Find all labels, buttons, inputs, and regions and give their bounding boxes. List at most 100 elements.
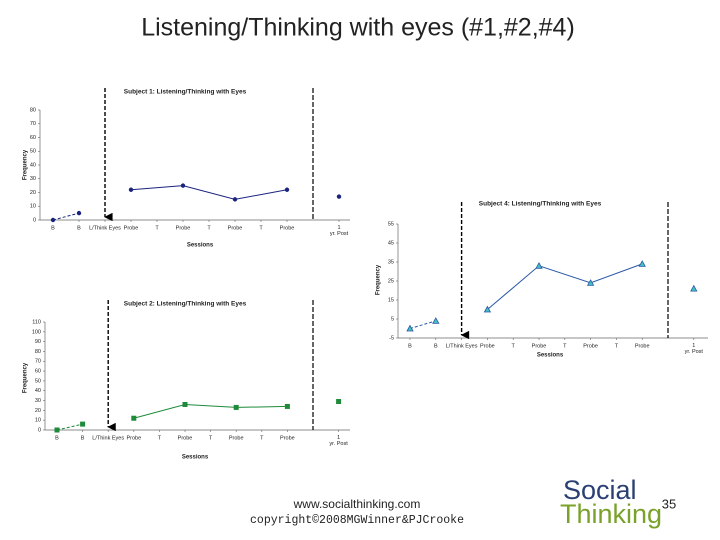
point: [336, 399, 342, 405]
point: [182, 401, 188, 407]
y-tick-label: 0: [38, 427, 41, 433]
y-tick-label: 10: [30, 204, 36, 210]
x-tick-label: B: [55, 435, 59, 441]
point: [690, 284, 698, 292]
page-number: 35: [662, 496, 676, 511]
point: [54, 427, 60, 433]
x-tick-line: yr. Post: [329, 441, 348, 447]
chart-title: Subject 4: Listening/Thinking with Eyes: [479, 201, 602, 208]
logo-top: Social: [563, 475, 637, 505]
point: [638, 260, 646, 267]
y-tick-label: 50: [35, 378, 41, 384]
copyright: copyright©2008MGWinner&PJCrooke: [250, 514, 464, 527]
y-tick-label: 90: [35, 339, 41, 345]
point: [233, 404, 239, 410]
point: [284, 403, 290, 409]
x-tick-label: Probe: [229, 435, 244, 441]
x-tick-label: T: [260, 435, 264, 441]
x-tick-label: B: [77, 225, 81, 231]
x-tick-line: 1: [337, 435, 340, 441]
chart-title: Subject 1: Listening/Thinking with Eyes: [124, 89, 247, 96]
point: [406, 324, 414, 332]
x-tick-label: Probe: [126, 435, 141, 441]
y-tick-label: 100: [32, 329, 41, 335]
point: [432, 317, 440, 324]
x-tick-label: Probe: [280, 225, 295, 231]
x-tick-label: Probe: [280, 435, 295, 441]
x-tick-label: L/Think Eyes: [92, 435, 124, 441]
x-tick-label: B: [408, 343, 412, 349]
x-tick-label: Probe: [228, 225, 243, 231]
logo-bottom: Thinking: [560, 499, 662, 529]
y-tick-label: 45: [388, 240, 394, 246]
point: [586, 279, 595, 286]
x-tick-line: yr. Post: [685, 349, 704, 355]
point: [50, 217, 56, 223]
point: [131, 415, 137, 421]
x-axis-label: Sessions: [182, 455, 209, 461]
series-line: [487, 263, 643, 310]
x-tick-label: T: [615, 343, 619, 349]
y-tick-label: 70: [30, 121, 36, 127]
x-tick-label: Probe: [583, 343, 598, 349]
y-tick-label: 60: [35, 369, 41, 375]
point: [76, 210, 82, 216]
series-line: [130, 185, 288, 200]
point: [128, 187, 134, 192]
x-tick-label: B: [434, 343, 438, 349]
website: www.socialthinking.com: [293, 497, 421, 511]
y-tick-label: 40: [30, 162, 36, 168]
x-tick-label: 1 yr. Post: [685, 343, 704, 355]
x-tick-label: T: [207, 225, 211, 231]
y-tick-label: 20: [35, 408, 41, 414]
y-tick-label: 70: [35, 359, 41, 365]
series-line: [409, 320, 436, 329]
y-tick-label: 60: [30, 135, 36, 141]
y-tick-label: 5: [391, 316, 394, 322]
y-axis-label: Frequency: [23, 149, 29, 180]
x-tick-label: L/Think Eyes: [89, 225, 121, 231]
x-tick-label: T: [563, 343, 567, 349]
y-tick-label: 10: [35, 418, 41, 424]
x-tick-label: Probe: [178, 435, 193, 441]
point: [180, 183, 186, 188]
x-tick-line: yr. Post: [330, 231, 349, 237]
point: [80, 421, 86, 427]
x-tick-label: T: [512, 343, 516, 349]
y-tick-label: 30: [35, 398, 41, 404]
point: [483, 305, 492, 313]
x-tick-label: T: [259, 225, 263, 231]
point: [336, 194, 342, 199]
x-tick-label: 1 yr. Post: [330, 225, 349, 237]
y-axis-label: Frequency: [376, 264, 382, 295]
x-tick-label: 1 yr. Post: [329, 435, 348, 447]
x-axis-label: Sessions: [187, 243, 214, 249]
x-tick-line: 1: [692, 343, 695, 349]
y-tick-label: 15: [388, 297, 394, 303]
x-tick-label: B: [51, 225, 55, 231]
x-tick-label: Probe: [176, 225, 191, 231]
series-line: [133, 403, 288, 419]
point: [284, 187, 290, 192]
x-tick-label: B: [81, 435, 85, 441]
y-tick-label: -5: [389, 335, 394, 341]
y-tick-label: 30: [30, 176, 36, 182]
y-axis-label: Frequency: [23, 362, 29, 393]
y-tick-label: 80: [35, 349, 41, 355]
y-tick-label: 20: [30, 190, 36, 196]
series-line: [52, 212, 80, 221]
y-tick-label: 50: [30, 149, 36, 155]
slide-title: Listening/Thinking with eyes (#1,#2,#4): [141, 14, 575, 42]
chart-title: Subject 2: Listening/Thinking with Eyes: [124, 301, 247, 308]
x-tick-label: Probe: [635, 343, 650, 349]
x-tick-label: L/Think Eyes: [446, 343, 478, 349]
y-tick-label: 35: [388, 259, 394, 265]
x-tick-label: T: [209, 435, 213, 441]
y-tick-label: 25: [388, 278, 394, 284]
y-tick-label: 55: [388, 221, 394, 227]
y-tick-label: 80: [30, 107, 36, 113]
x-tick-label: T: [158, 435, 162, 441]
y-tick-label: 40: [35, 388, 41, 394]
